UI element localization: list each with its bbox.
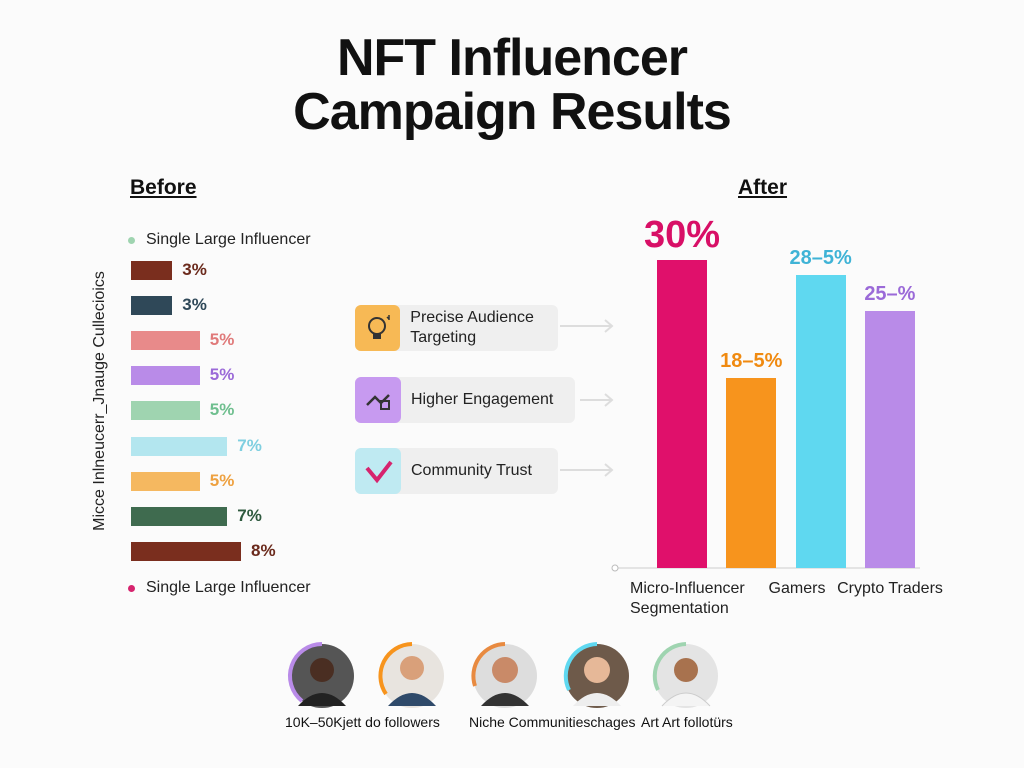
value-label: 7% [237,435,262,455]
value-label: 3% [182,295,207,315]
caption: Art Art follotürs [641,714,733,730]
legend-marker [128,237,135,244]
bar [131,471,200,491]
value-label: 7% [237,505,262,525]
feature-icon [355,377,401,423]
x-tick-label: Micro-Influencer Segmentation [630,580,745,617]
value-label: 8% [251,540,276,560]
arrow [560,463,614,477]
avatars [287,642,718,708]
title-line: Campaign Results [293,83,732,141]
value-label: 3% [182,260,207,279]
value-label: 5% [209,365,235,385]
y-axis-label: Micce Inlneucerr_Jnauge Cullecioics [91,271,108,531]
feature-icon [355,448,401,494]
bar [131,506,228,526]
arrows [560,319,614,477]
legend-marker [128,585,135,592]
arrow [560,319,614,333]
bar [657,260,707,568]
title-line: NFT Influencer [336,29,688,87]
value-label: 28–5% [789,247,852,270]
axis [611,564,920,572]
axis-origin [611,564,619,572]
feature-label: Precise Audience Targeting [410,309,534,346]
avatar [378,642,444,708]
value-label: 5% [209,470,235,490]
bar [864,311,915,568]
value-label: 5% [209,400,235,420]
value-label: 30% [643,214,721,256]
check-icon [365,460,393,484]
avatar [652,642,718,708]
value-label: 25–% [864,283,916,306]
bar [131,436,228,456]
after-title: After [738,176,788,199]
x-tick-label: Gamers [768,580,826,597]
feature: Community Trust [355,448,558,494]
bar [131,401,200,421]
value-label: 5% [209,330,235,350]
feature-icon [355,305,401,351]
bar [131,366,200,386]
hands-icon [366,394,390,410]
value-label: 18–5% [720,350,783,373]
feature-label: Community Trust [411,462,532,479]
bulb-icon [367,315,390,339]
bar [131,296,173,316]
legend-label: Single Large Influencer [146,231,311,248]
bar [131,541,241,561]
x-tick-label: Crypto Traders [837,580,943,597]
caption: Niche Communitieschages [469,714,636,730]
caption: 10K–50Kjett do followers [285,714,440,730]
before-title: Before [130,176,197,199]
feature: Higher Engagement [355,377,575,423]
bar [131,261,173,280]
feature: Precise Audience Targeting [355,305,558,351]
avatar [563,642,629,708]
bar [726,378,777,568]
bar [131,331,200,351]
legend-label: Single Large Influencer [146,579,311,596]
avatar [287,642,354,708]
feature-label: Higher Engagement [411,391,554,408]
avatar [471,642,537,708]
bar [795,275,846,568]
arrow [580,393,614,407]
